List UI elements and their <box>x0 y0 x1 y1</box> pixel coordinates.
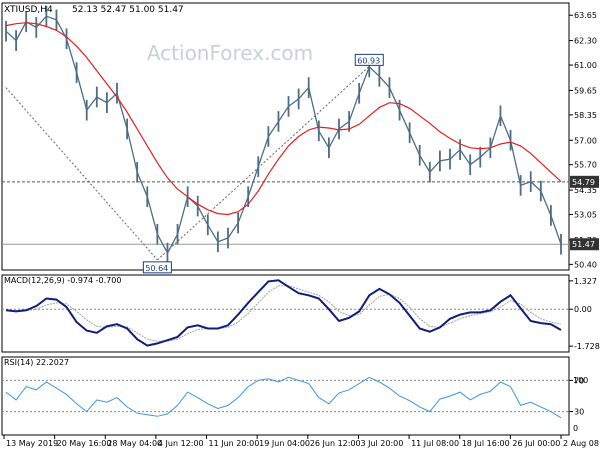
last-price-badge <box>570 238 599 251</box>
price-y-tick-label: 62.30 <box>574 37 597 46</box>
x-tick-label: 11 Jul 08:00 <box>411 439 459 448</box>
price-y-tick-label: 58.35 <box>574 111 597 120</box>
price-y-tick-label: 59.65 <box>574 86 597 95</box>
main-panel-frame <box>1 2 570 271</box>
macd-signal-line <box>5 285 562 342</box>
price-y-tick-label: 54.35 <box>574 186 597 195</box>
swing-price-label: 50.64 <box>145 264 168 273</box>
macd-y-tick-label: 1.327 <box>574 277 597 286</box>
rsi-top-tick-label: 100 <box>573 376 588 385</box>
chart-symbol: XTIUSD,H4 <box>4 5 53 15</box>
level-price-label: 54.79 <box>572 178 595 187</box>
x-tick-label: 3 Jul 20:00 <box>360 439 403 448</box>
x-tick-label: 4 Jun 12:00 <box>158 439 204 448</box>
x-tick-label: 20 May 16:00 <box>57 439 112 448</box>
price-y-tick-label: 50.40 <box>574 260 597 269</box>
x-tick-label: 13 May 2019 <box>6 439 58 448</box>
x-tick-label: 19 Jun 04:00 <box>259 439 310 448</box>
x-tick-label: 28 May 04:00 <box>107 439 162 448</box>
macd-label: MACD(12,26,9) -0.974 -0.700 <box>4 276 121 285</box>
rsi-label: RSI(14) 22.2027 <box>4 358 69 367</box>
swing-price-label: 60.93 <box>357 56 380 65</box>
grid-layer <box>2 65 569 413</box>
zigzag-line <box>157 65 370 261</box>
last-price-label: 51.47 <box>572 240 595 249</box>
series-layer: 60.93 50.64 <box>5 5 562 419</box>
price-y-tick-label: 53.05 <box>574 211 597 220</box>
rsi-line <box>5 376 562 419</box>
price-y-tick-label: 55.70 <box>574 161 597 170</box>
level-price-badge <box>570 175 599 188</box>
macd-y-tick-label: 0.00 <box>574 305 592 314</box>
price-y-tick-label: 61.00 <box>574 61 597 70</box>
chart-ohlc: 52.13 52.47 51.00 51.47 <box>72 5 184 15</box>
swing-price-badge <box>142 261 172 274</box>
price-y-tick-label: 63.65 <box>574 11 597 20</box>
price-y-tick-label: 57.00 <box>574 136 597 145</box>
watermark: ActionForex.com <box>147 41 313 65</box>
swing-price-badge <box>354 53 384 66</box>
x-tick-label: 18 Jul 16:00 <box>462 439 510 448</box>
x-tick-label: 11 Jun 20:00 <box>209 439 260 448</box>
panels-layer <box>1 2 570 436</box>
x-tick-label: 26 Jul 00:00 <box>512 439 560 448</box>
macd-y-tick-label: -1.728 <box>574 342 600 351</box>
x-tick-label: 26 Jun 12:00 <box>310 439 361 448</box>
macd-line <box>5 279 562 347</box>
zigzag-line <box>5 87 158 261</box>
price-series-line <box>5 15 562 255</box>
rsi-bottom-tick-label: 0 <box>573 424 578 433</box>
rsi-y-tick-label: 70 <box>574 376 584 385</box>
moving-average-line <box>5 22 562 216</box>
rsi-panel-frame <box>1 356 570 436</box>
rsi-y-tick-label: 30 <box>574 408 584 417</box>
x-tick-label: 2 Aug 08:00 <box>563 439 600 448</box>
macd-panel-frame <box>1 274 570 353</box>
